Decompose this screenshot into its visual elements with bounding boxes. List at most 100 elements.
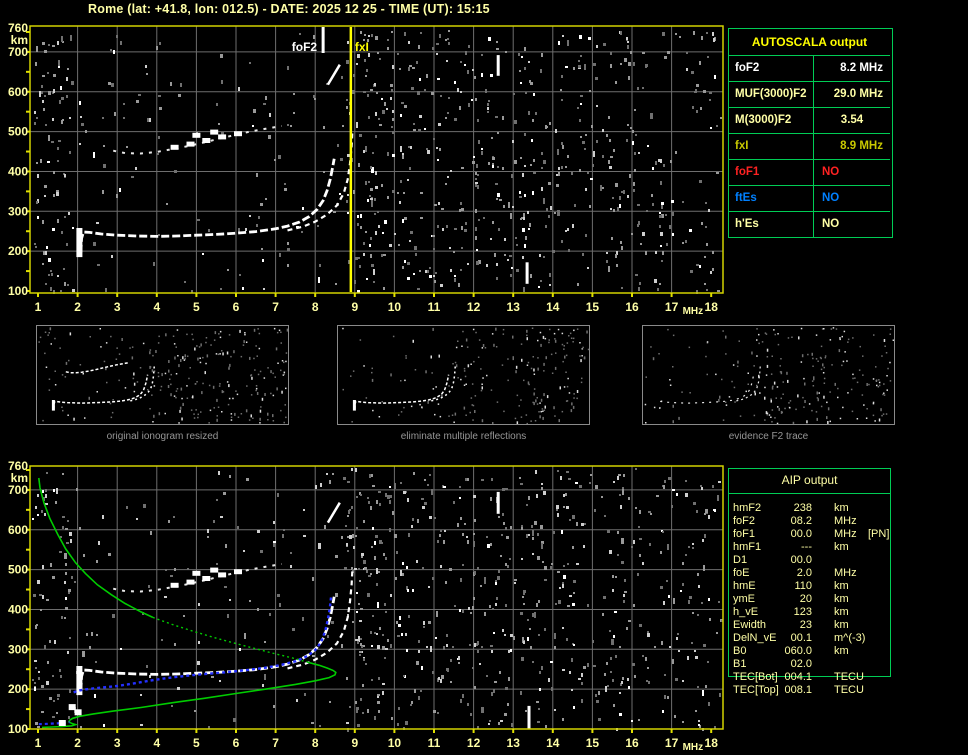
aip-row: h_vE 123 km — [728, 606, 891, 619]
aip-row-value: 123 — [793, 606, 812, 618]
page-title: Rome (lat: +41.8, lon: 012.5) - DATE: 20… — [88, 2, 490, 16]
thumbnail-noise — [644, 327, 895, 425]
plot-frame — [26, 465, 724, 733]
autoscala-row-value: 8.2 MHz — [814, 56, 890, 82]
aip-row-unit — [834, 658, 862, 671]
x-tick-label: 8 — [312, 736, 319, 750]
x-tick-label: 2 — [74, 736, 81, 750]
x-tick-label: 6 — [233, 300, 240, 314]
y-tick-label: 760 — [8, 21, 28, 35]
profile-and-fit-overlay — [38, 477, 337, 729]
aip-row-value: 2.0 — [796, 567, 812, 579]
aip-row-note: [PN] — [868, 528, 890, 540]
aip-row-label: hmF1 — [733, 541, 762, 553]
fxi-marker-label: fxI — [355, 40, 369, 54]
aip-row-value: 060.0 — [784, 645, 812, 657]
aip-row: hmF2 238 km — [728, 502, 891, 515]
x-tick-label: 8 — [312, 300, 319, 314]
autoscala-row-value: NO — [814, 160, 890, 186]
x-tick-label: 11 — [428, 300, 441, 314]
aip-table-header: AIP output — [781, 473, 838, 487]
autoscala-row-value: NO — [822, 218, 840, 230]
axis-labels: 1 2 3 4 5 6 7 8 9 10 11 12 13 14 15 16 17 18MHz7607006005… — [8, 459, 718, 753]
y-tick-label: 400 — [8, 164, 28, 178]
aip-row: hmF1 --- km — [728, 541, 891, 554]
aip-row: TEC[Top] 008.1 TECU — [728, 684, 891, 697]
x-tick-label: 4 — [153, 300, 160, 314]
y-tick-label: 100 — [8, 284, 28, 298]
y-axis-unit: km — [11, 471, 28, 485]
x-tick-label: 16 — [625, 736, 639, 750]
y-tick-label: 400 — [8, 602, 28, 616]
aip-row-label: foF1 — [733, 528, 756, 540]
caption-eliminate-reflections: eliminate multiple reflections — [400, 431, 527, 442]
autoscala-row-value: 3.54 — [814, 108, 890, 134]
aip-row-value: 23 — [799, 619, 812, 631]
autoscala-row-label: ftEs — [729, 186, 814, 212]
aip-header-divider — [728, 493, 891, 494]
x-tick-label: 10 — [388, 300, 402, 314]
plot-frame — [26, 25, 724, 297]
x-tick-label: 16 — [625, 300, 639, 314]
x-tick-label: 2 — [74, 300, 81, 314]
aip-row: foF1 00.0 MHz [PN] — [728, 528, 891, 541]
x-tick-label: 1 — [35, 736, 42, 750]
aip-row-label: TEC[Bot] — [733, 671, 778, 683]
aip-row-label: Ewidth — [733, 619, 767, 631]
aip-row-label: D1 — [733, 554, 748, 566]
autoscala-row-label: fxI — [729, 134, 814, 160]
x-tick-label: 15 — [586, 736, 600, 750]
x-tick-label: 3 — [114, 300, 121, 314]
aip-row-label: B1 — [733, 658, 747, 670]
x-tick-label: 1 — [35, 300, 42, 314]
y-axis-unit: km — [11, 33, 28, 47]
aip-row: DelN_vE 00.1 m^(-3) — [728, 632, 891, 645]
aip-row-value: 004.1 — [784, 671, 812, 683]
autoscala-table-header: AUTOSCALA output — [729, 29, 890, 56]
y-tick-label: 500 — [8, 125, 28, 139]
ionogram-bottom-plot: 1 2 3 4 5 6 7 8 9 10 11 12 13 14 15 16 17 18MHz7607006005… — [8, 459, 724, 753]
aip-row-value: 238 — [793, 502, 812, 514]
aip-row: ymE 20 km — [728, 593, 891, 606]
aip-row-label: DelN_vE — [733, 632, 777, 644]
aip-row-value: 110 — [794, 580, 812, 592]
aip-row-label: hmF2 — [733, 502, 762, 514]
aip-row-unit: TECU — [834, 671, 864, 683]
autoscala-row-label: foF1 — [729, 160, 814, 186]
aip-row: B0 060.0 km — [728, 645, 891, 658]
aip-row-value: 02.0 — [790, 658, 812, 670]
aip-row-value: 00.0 — [790, 554, 812, 566]
autoscala-row-label: M(3000)F2 — [729, 108, 814, 134]
aip-row-unit: m^(-3) — [834, 632, 866, 644]
x-tick-label: 17 — [665, 300, 679, 314]
aip-row-value: 00.0 — [790, 528, 812, 540]
aip-row-unit: MHz — [834, 528, 857, 540]
thumbnail-eliminate-svg — [342, 327, 590, 425]
aip-row-label: ymE — [733, 593, 755, 605]
thumbnail-noise — [38, 327, 289, 424]
frequency-markers: foF2 fxI — [292, 27, 369, 292]
autoscala-row-value: NO — [814, 186, 890, 212]
aip-output-table: AIP output hmF2 238 km foF2 08.2 MHz foF1 00.0 M… — [728, 468, 891, 697]
thumbnail-traces — [659, 364, 761, 410]
y-tick-label: 300 — [8, 642, 28, 656]
y-tick-label: 600 — [8, 523, 28, 537]
x-tick-label: 3 — [114, 736, 121, 750]
aip-row-unit: TECU — [834, 684, 864, 696]
thumbnail-original-ionogram — [36, 325, 289, 425]
aip-row-label: foF2 — [733, 515, 756, 527]
autoscala-row-label: h'Es — [729, 212, 814, 237]
aip-row-unit: MHz — [834, 515, 857, 527]
aip-row-unit: km — [834, 541, 849, 553]
x-tick-label: 6 — [233, 736, 240, 750]
aip-row: B1 02.0 — [728, 658, 891, 671]
y-tick-label: 700 — [8, 45, 28, 59]
grid-lines — [30, 26, 723, 293]
aip-row: foE 2.0 MHz — [728, 567, 891, 580]
aip-row: D1 00.0 — [728, 554, 891, 567]
aip-row-value: 20 — [799, 593, 812, 605]
x-tick-label: 9 — [351, 736, 358, 750]
x-tick-label: 11 — [428, 736, 441, 750]
aip-row-value: --- — [801, 541, 812, 553]
x-tick-label: 14 — [546, 736, 560, 750]
